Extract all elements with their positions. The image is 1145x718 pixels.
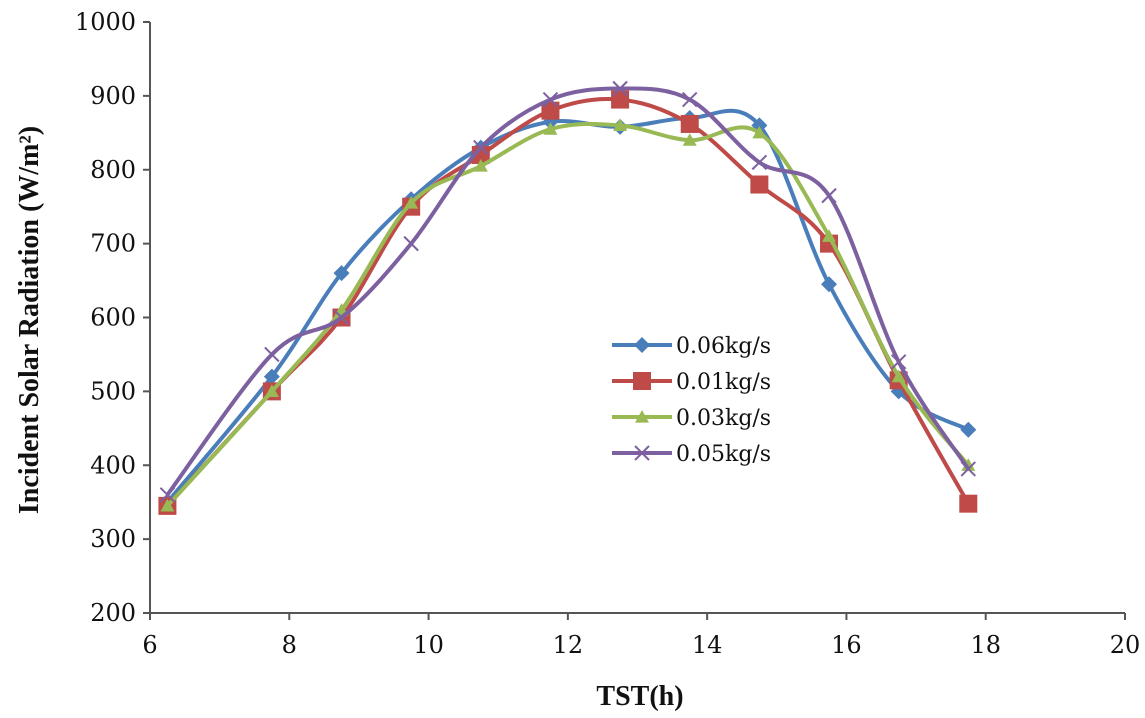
data-point (541, 101, 560, 120)
data-point (680, 114, 699, 133)
series-line (165, 86, 970, 496)
data-point (682, 91, 698, 108)
data-point (404, 195, 419, 209)
data-point (612, 80, 628, 97)
series-0-06kg-s (159, 108, 977, 511)
x-marker-stroke (473, 139, 489, 156)
series-layer (158, 80, 978, 515)
x-marker-stroke (542, 91, 559, 108)
legend-label: 0.06kg/s (676, 334, 771, 359)
x-marker-stroke (751, 154, 768, 171)
y-tick-label: 600 (90, 304, 136, 332)
x-tick-label: 14 (692, 631, 723, 659)
legend-marker (634, 337, 650, 353)
x-tick-label: 10 (413, 631, 444, 659)
legend-label: 0.01kg/s (676, 370, 771, 395)
legend-label: 0.05kg/s (676, 442, 771, 467)
data-point (752, 125, 767, 139)
y-tick-label: 500 (90, 377, 136, 405)
data-point (160, 498, 175, 512)
y-axis-title: Incident Solar Radiation (W/m²) (14, 126, 45, 514)
data-point (751, 154, 768, 171)
data-point (159, 487, 176, 503)
legend-item: 0.01kg/s (612, 370, 771, 395)
x-marker-stroke (960, 461, 977, 477)
data-point (682, 133, 697, 146)
x-marker-stroke (682, 91, 698, 108)
series-line (165, 108, 970, 504)
data-point (959, 494, 978, 513)
data-point (333, 309, 350, 326)
data-point (264, 384, 279, 397)
legend-marker (634, 445, 650, 461)
y-tick-label: 300 (90, 525, 136, 553)
series-0-01kg-s (158, 90, 978, 515)
legend-item: 0.03kg/s (612, 406, 771, 431)
data-point (263, 368, 280, 385)
y-tick-label: 700 (90, 230, 136, 258)
series-0-05kg-s (159, 80, 977, 503)
x-tick-label: 18 (970, 631, 1001, 659)
x-marker-stroke (333, 309, 350, 326)
y-tick-label: 900 (90, 82, 136, 110)
data-point (333, 265, 350, 282)
y-axis: 200 300 400 500 600 700 800 900 1000 (75, 8, 151, 627)
x-marker-stroke (264, 346, 280, 363)
x-marker-stroke (890, 354, 907, 370)
series-line (165, 121, 970, 508)
data-point (611, 90, 630, 109)
data-point (822, 229, 837, 242)
data-point (961, 458, 976, 471)
x-tick-label: 6 (142, 631, 157, 659)
data-point (473, 139, 489, 156)
legend-item: 0.06kg/s (612, 334, 771, 359)
series-line (165, 97, 971, 508)
x-marker-stroke (159, 487, 176, 503)
data-point (960, 461, 977, 477)
legend-marker (635, 410, 649, 423)
legend-label: 0.03kg/s (676, 406, 771, 431)
data-point (821, 276, 838, 293)
data-point (613, 118, 628, 132)
data-point (264, 346, 280, 363)
legend-marker (633, 372, 651, 390)
x-axis-title: TST(h) (596, 681, 683, 712)
data-point (542, 91, 559, 108)
x-marker-stroke (612, 80, 628, 97)
x-tick-label: 12 (553, 631, 584, 659)
y-tick-label: 400 (90, 451, 136, 479)
y-tick-label: 800 (90, 156, 136, 184)
data-point (890, 354, 907, 370)
y-tick-label: 1000 (75, 8, 136, 36)
legend-item: 0.05kg/s (612, 442, 771, 467)
x-marker-stroke (821, 187, 837, 204)
data-point (960, 421, 977, 438)
x-marker-stroke (403, 235, 419, 252)
x-tick-label: 8 (282, 631, 297, 659)
data-point (750, 175, 769, 194)
x-axis: 6 8 10 12 14 16 18 20 (142, 612, 1141, 659)
data-point (543, 122, 558, 135)
data-point (403, 235, 419, 252)
legend: 0.06kg/s 0.01kg/s 0.03kg/s 0.05kg/s (612, 334, 771, 467)
x-tick-label: 20 (1110, 631, 1141, 659)
data-point (473, 159, 488, 172)
data-point (821, 187, 837, 204)
series-0-03kg-s (160, 118, 976, 512)
x-tick-label: 16 (831, 631, 862, 659)
x-marker-stroke (634, 445, 650, 461)
y-tick-label: 200 (90, 599, 136, 627)
data-point (891, 369, 906, 383)
